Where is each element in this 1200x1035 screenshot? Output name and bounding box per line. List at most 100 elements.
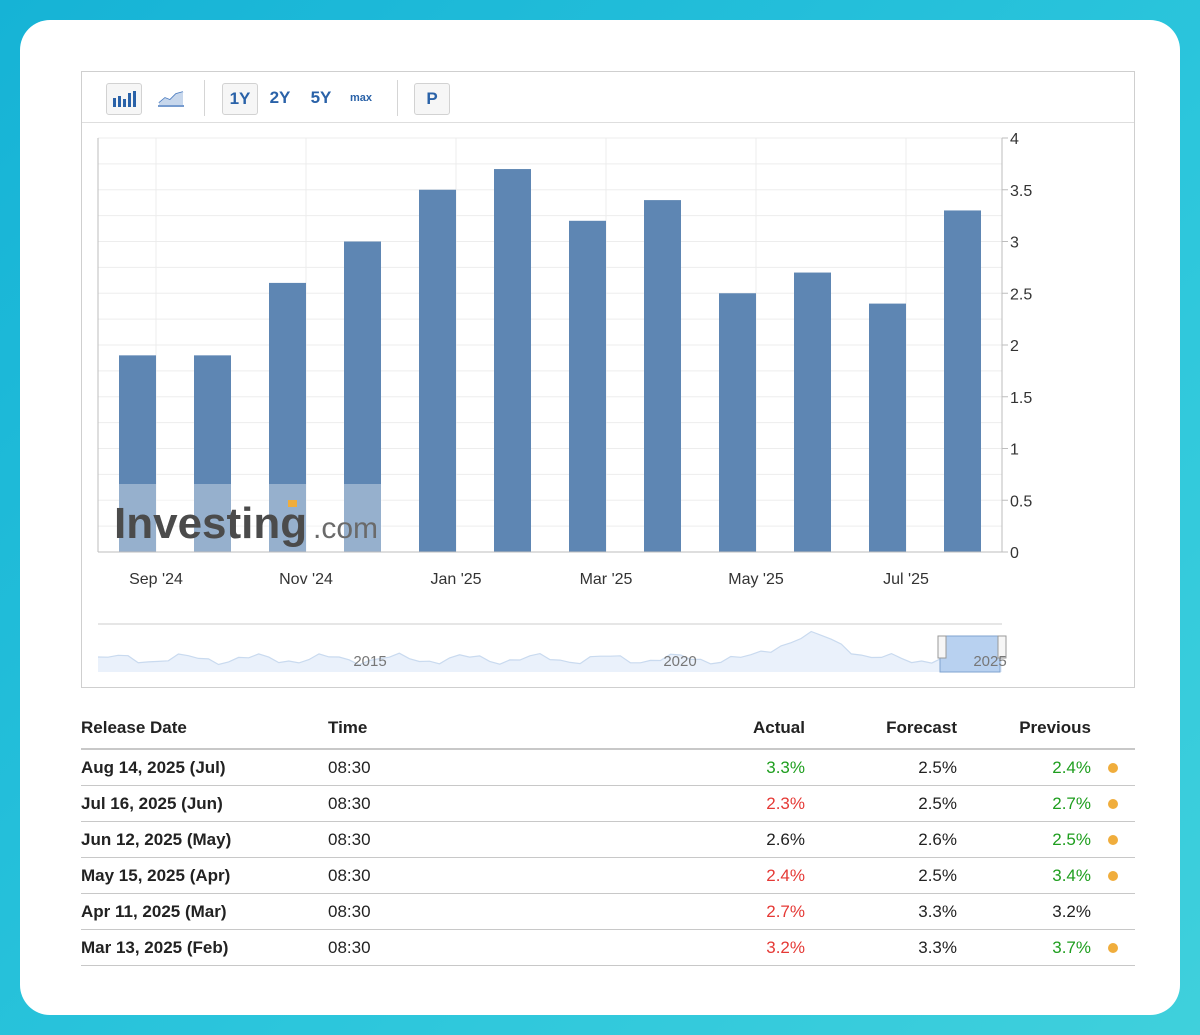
forecast-cell: 2.5% bbox=[918, 758, 957, 777]
toolbar-separator bbox=[397, 80, 398, 116]
header-actual: Actual bbox=[753, 718, 805, 737]
bar-sep-24[interactable] bbox=[194, 355, 231, 552]
p-button[interactable]: P bbox=[414, 83, 450, 115]
bar-apr-25[interactable] bbox=[719, 293, 756, 552]
revision-dot-icon bbox=[1108, 835, 1118, 845]
revision-dot-icon bbox=[1108, 763, 1118, 773]
navigator-line bbox=[97, 630, 1003, 666]
navigator-handle[interactable] bbox=[997, 635, 1007, 659]
table-row: Apr 11, 2025 (Mar) 08:30 2.7% 3.3% 3.2% bbox=[81, 894, 1135, 930]
time-cell: 08:30 bbox=[328, 866, 371, 885]
revision-dot-icon bbox=[1108, 871, 1118, 881]
bar-nov-24[interactable] bbox=[344, 241, 381, 553]
bar-may-25[interactable] bbox=[794, 272, 831, 552]
x-tick-label: Sep '24 bbox=[129, 571, 183, 588]
watermark-brand: Investing bbox=[114, 499, 307, 548]
x-tick-label: May '25 bbox=[728, 571, 784, 588]
bar-aug-24[interactable] bbox=[119, 355, 156, 552]
previous-cell: 2.4% bbox=[1052, 758, 1091, 777]
y-tick-label: 4 bbox=[1010, 131, 1019, 148]
time-cell: 08:30 bbox=[328, 902, 371, 921]
range-max-button[interactable]: max bbox=[349, 92, 373, 104]
bar-chart-button[interactable] bbox=[106, 83, 142, 115]
x-tick-label: Jul '25 bbox=[883, 571, 929, 588]
time-cell: 08:30 bbox=[328, 794, 371, 813]
time-cell: 08:30 bbox=[328, 758, 371, 777]
x-tick-label: Mar '25 bbox=[580, 571, 633, 588]
content-card: 1Y 2Y 5Y max P Investing .com 0 0.5 1 1.5 2 2.… bbox=[20, 20, 1180, 1015]
previous-cell: 3.7% bbox=[1052, 938, 1091, 957]
forecast-cell: 3.3% bbox=[918, 902, 957, 921]
bar-jul-25[interactable] bbox=[944, 210, 981, 552]
time-cell: 08:30 bbox=[328, 938, 371, 957]
table-row: Jun 12, 2025 (May) 08:30 2.6% 2.6% 2.5% bbox=[81, 822, 1135, 858]
bar-feb-25[interactable] bbox=[569, 220, 606, 553]
release-date-cell: Mar 13, 2025 (Feb) bbox=[81, 938, 229, 957]
range-5y-button[interactable]: 5Y bbox=[310, 88, 332, 107]
release-date-cell: Aug 14, 2025 (Jul) bbox=[81, 758, 226, 777]
release-date-cell: Jun 12, 2025 (May) bbox=[81, 830, 232, 849]
time-cell: 08:30 bbox=[328, 830, 371, 849]
actual-cell: 2.6% bbox=[766, 830, 805, 849]
header-forecast: Forecast bbox=[886, 718, 957, 737]
previous-cell: 3.2% bbox=[1052, 902, 1091, 921]
forecast-cell: 3.3% bbox=[918, 938, 957, 957]
bar-dec-24[interactable] bbox=[419, 189, 456, 552]
navigator-year-label: 2015 bbox=[353, 653, 386, 670]
bar-mar-25[interactable] bbox=[644, 200, 681, 552]
line-chart-button[interactable] bbox=[154, 83, 188, 113]
previous-cell: 2.7% bbox=[1052, 794, 1091, 813]
forecast-cell: 2.5% bbox=[918, 866, 957, 885]
previous-cell: 2.5% bbox=[1052, 830, 1091, 849]
y-tick-label: 0 bbox=[1010, 545, 1019, 562]
y-tick-label: 1 bbox=[1010, 442, 1019, 459]
y-tick-label: 3 bbox=[1010, 235, 1019, 252]
chart-panel: 1Y 2Y 5Y max P Investing .com 0 0.5 1 1.5 2 2.… bbox=[81, 71, 1135, 688]
investing-watermark: Investing .com bbox=[114, 484, 383, 552]
navigator-area bbox=[98, 631, 1002, 672]
forecast-cell: 2.6% bbox=[918, 830, 957, 849]
x-tick-label: Nov '24 bbox=[279, 571, 333, 588]
x-tick-label: Jan '25 bbox=[430, 571, 481, 588]
watermark-accent bbox=[288, 500, 297, 507]
range-1y-button[interactable]: 1Y bbox=[222, 83, 258, 115]
chart-toolbar: 1Y 2Y 5Y max P bbox=[82, 72, 1134, 123]
header-previous: Previous bbox=[1019, 718, 1091, 737]
y-tick-label: 0.5 bbox=[1010, 493, 1032, 510]
release-date-cell: May 15, 2025 (Apr) bbox=[81, 866, 231, 885]
revision-dot-icon bbox=[1108, 799, 1118, 809]
bar-chart: Investing .com 0 0.5 1 1.5 2 2.5 3 3.5 4 Sep '24 No… bbox=[97, 131, 1032, 673]
watermark-overlay bbox=[119, 484, 383, 552]
y-tick-label: 2 bbox=[1010, 338, 1019, 355]
navigator-year-label: 2020 bbox=[663, 653, 696, 670]
range-2y-button[interactable]: 2Y bbox=[269, 88, 291, 107]
line-chart-icon bbox=[158, 91, 184, 107]
bar-oct-24[interactable] bbox=[269, 282, 306, 552]
table-row: Aug 14, 2025 (Jul) 08:30 3.3% 2.5% 2.4% bbox=[81, 750, 1135, 786]
bar-jun-25[interactable] bbox=[869, 303, 906, 552]
release-date-cell: Apr 11, 2025 (Mar) bbox=[81, 902, 227, 921]
actual-cell: 2.7% bbox=[766, 902, 805, 921]
navigator-handle[interactable] bbox=[937, 635, 947, 659]
navigator-year-label: 2025 bbox=[973, 653, 1006, 670]
watermark-suffix: .com bbox=[313, 512, 378, 545]
bar-chart-icon bbox=[113, 91, 136, 107]
y-tick-label: 3.5 bbox=[1010, 183, 1032, 200]
actual-cell: 2.4% bbox=[766, 866, 805, 885]
header-release-date: Release Date bbox=[81, 718, 187, 737]
table-row: Mar 13, 2025 (Feb) 08:30 3.2% 3.3% 3.7% bbox=[81, 930, 1135, 966]
release-date-cell: Jul 16, 2025 (Jun) bbox=[81, 794, 223, 813]
chart-navigator[interactable]: 2015 2020 2025 bbox=[97, 623, 1007, 673]
table-header: Release Date Time Actual Forecast Previo… bbox=[81, 710, 1135, 750]
header-time: Time bbox=[328, 718, 368, 737]
actual-cell: 3.3% bbox=[766, 758, 805, 777]
actual-cell: 2.3% bbox=[766, 794, 805, 813]
previous-cell: 3.4% bbox=[1052, 866, 1091, 885]
bar-jan-25[interactable] bbox=[494, 169, 531, 553]
table-row: Jul 16, 2025 (Jun) 08:30 2.3% 2.5% 2.7% bbox=[81, 786, 1135, 822]
table-body: Aug 14, 2025 (Jul) 08:30 3.3% 2.5% 2.4% Jul 1… bbox=[81, 750, 1135, 966]
actual-cell: 3.2% bbox=[766, 938, 805, 957]
y-tick-label: 1.5 bbox=[1010, 390, 1032, 407]
table-row: May 15, 2025 (Apr) 08:30 2.4% 2.5% 3.4% bbox=[81, 858, 1135, 894]
release-table: Release Date Time Actual Forecast Previo… bbox=[81, 710, 1135, 966]
